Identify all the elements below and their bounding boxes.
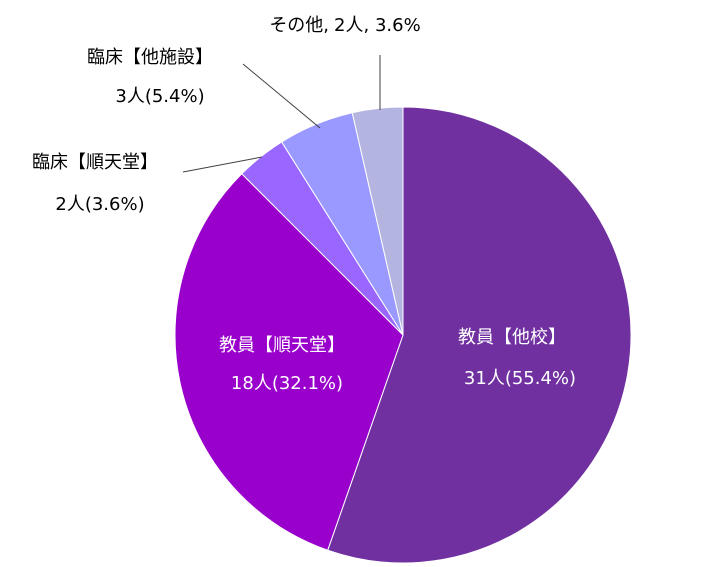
pie-slice — [174, 173, 404, 551]
leader-line — [182, 156, 263, 173]
value-label: 2人(3.6%) — [55, 194, 144, 215]
value-label: 2人, 3.6% — [334, 15, 421, 36]
leader-line — [242, 63, 321, 129]
value-label: 18人(32.1%) — [231, 373, 343, 394]
pie-slice — [351, 106, 404, 336]
value-label: 31人(55.4%) — [464, 368, 576, 389]
category-label: その他, — [269, 15, 329, 36]
value-label: 3人(5.4%) — [115, 86, 204, 107]
category-label: 教員【順天堂】 — [219, 335, 345, 356]
category-label: 臨床【順天堂】 — [32, 152, 158, 173]
pie — [174, 106, 632, 564]
pie-slice — [327, 106, 632, 564]
category-label: 教員【他校】 — [458, 327, 566, 348]
category-label: 臨床【他施設】 — [87, 47, 213, 68]
data-label: その他, 2人, 3.6% — [269, 15, 420, 36]
